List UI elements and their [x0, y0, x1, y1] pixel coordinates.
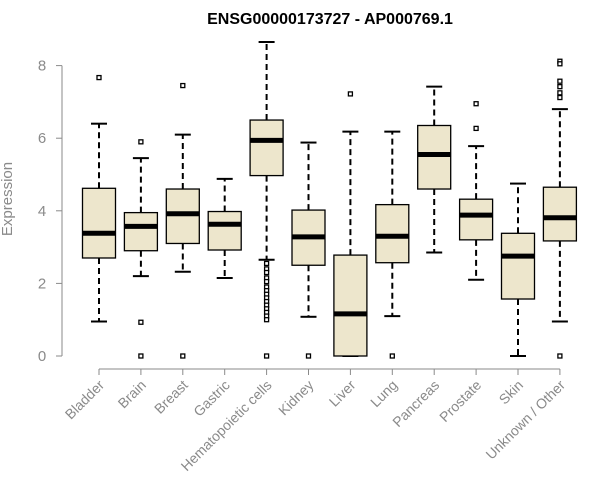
iqr-box	[333, 254, 368, 357]
outlier-point	[263, 353, 270, 359]
outlier-point	[263, 269, 270, 276]
iqr-box	[417, 124, 452, 190]
iqr-box	[375, 203, 410, 264]
outlier-point	[557, 61, 563, 67]
box-prostate	[458, 101, 494, 281]
box-kidney	[291, 141, 326, 359]
x-tick-label: Pancreas	[389, 377, 442, 430]
iqr-box	[207, 210, 242, 251]
boxes	[81, 41, 578, 359]
outlier-point	[557, 353, 563, 359]
outlier-point	[389, 353, 395, 359]
x-tick-label: Brain	[115, 377, 149, 411]
iqr-box	[500, 232, 536, 300]
outlier-point	[557, 90, 563, 96]
box-bladder	[81, 74, 117, 323]
y-tick-label: 4	[38, 203, 46, 220]
outlier-point	[305, 353, 312, 359]
outlier-point	[263, 278, 270, 285]
outlier-point	[138, 139, 144, 145]
y-tick-label: 2	[38, 275, 46, 292]
box-lung	[375, 130, 410, 359]
x-tick-label: Liver	[326, 377, 359, 410]
box-liver	[333, 91, 368, 357]
iqr-box	[123, 211, 159, 252]
box-breast	[165, 82, 200, 359]
outlier-point	[557, 94, 563, 101]
y-tick-label: 0	[38, 348, 46, 365]
x-tick-label: Kidney	[275, 377, 317, 419]
box-unknown-other	[542, 58, 578, 359]
y-axis-label: Expression	[0, 162, 16, 236]
chart-title: ENSG00000173727 - AP000769.1	[207, 11, 453, 28]
outlier-point	[473, 125, 479, 132]
x-tick-label: Bladder	[62, 377, 108, 423]
outlier-point	[180, 353, 186, 359]
iqr-box	[458, 198, 494, 241]
outlier-point	[557, 84, 563, 90]
outlier-point	[473, 101, 479, 107]
box-skin	[500, 182, 536, 357]
iqr-box	[165, 188, 200, 245]
box-gastric	[207, 177, 242, 279]
y-tick-label: 6	[38, 130, 46, 147]
box-hematopoietic-cells	[249, 41, 284, 359]
outlier-point	[138, 353, 144, 359]
box-pancreas	[417, 85, 452, 254]
box-brain	[123, 139, 159, 359]
outlier-point	[138, 319, 144, 325]
outlier-point	[263, 317, 270, 323]
y-tick-label: 8	[38, 58, 46, 75]
outlier-point	[263, 260, 270, 267]
outlier-point	[96, 74, 102, 81]
x-tick-label: Unknown / Other	[482, 377, 568, 463]
outlier-point	[557, 78, 563, 84]
x-tick-label: Skin	[496, 377, 527, 408]
x-tick-label: Breast	[151, 377, 191, 417]
x-tick-label: Lung	[367, 377, 400, 410]
x-tick-label: Prostate	[436, 377, 484, 425]
outlier-point	[347, 91, 354, 97]
outlier-point	[180, 82, 186, 89]
iqr-box	[542, 186, 578, 242]
iqr-box	[249, 119, 284, 177]
iqr-box	[81, 187, 117, 259]
axes: 0 2 4 6 8	[38, 58, 561, 375]
